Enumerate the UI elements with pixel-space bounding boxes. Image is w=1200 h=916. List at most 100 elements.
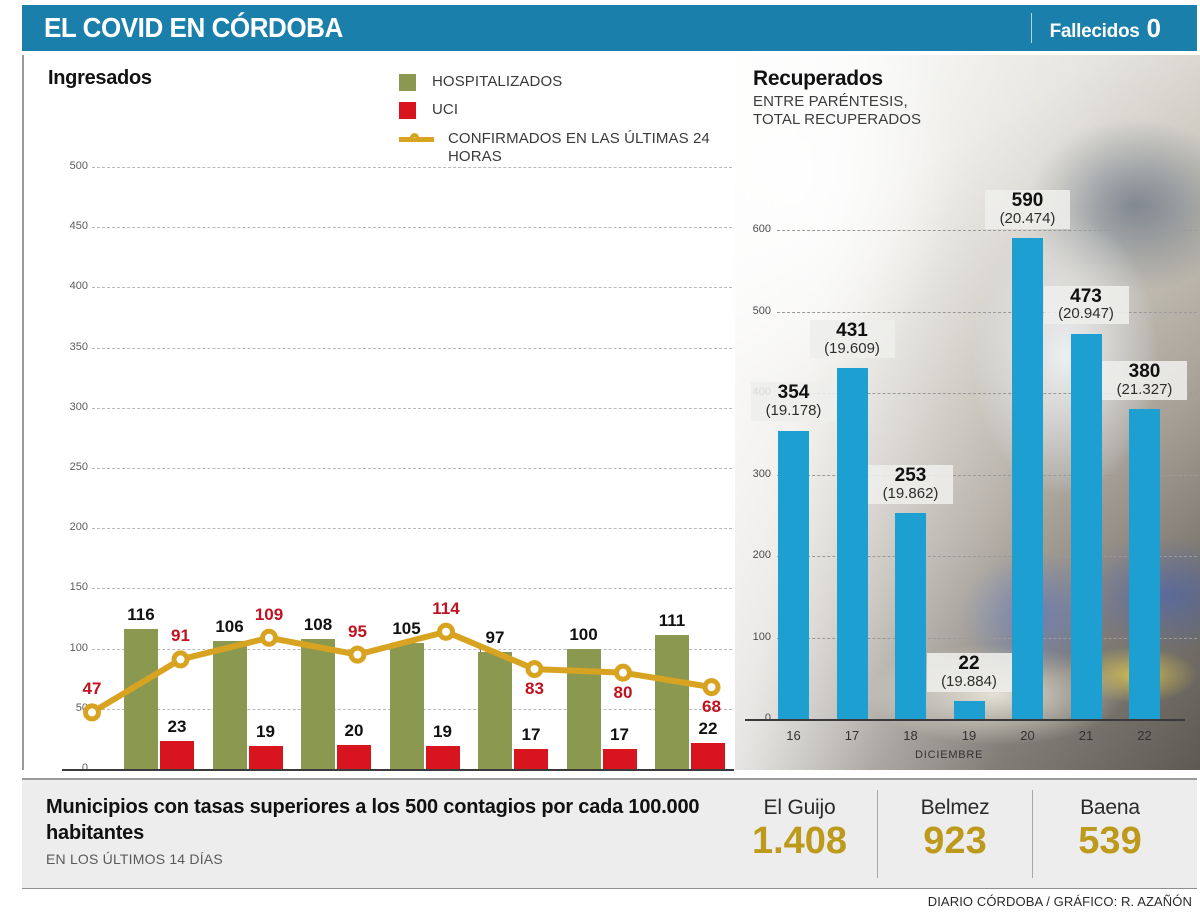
recuperados-total: (19.609) bbox=[824, 339, 880, 357]
municipality-rate: 923 bbox=[923, 820, 987, 862]
gridline bbox=[92, 588, 732, 590]
y-axis-tick: 50 bbox=[75, 701, 88, 714]
ingresados-chart: 0501001502002503003504004505001162316106… bbox=[24, 155, 746, 811]
y-axis-tick: 0 bbox=[764, 712, 771, 724]
uci-bar bbox=[514, 748, 548, 769]
recuperados-total: (19.884) bbox=[941, 673, 997, 690]
recuperados-bar bbox=[895, 512, 926, 719]
x-axis-label: 21 bbox=[1078, 728, 1094, 743]
y-axis-tick: 450 bbox=[69, 220, 88, 233]
x-axis-label: 20 bbox=[1020, 728, 1035, 743]
hospitalizados-value: 116 bbox=[127, 605, 155, 625]
confirmados-value: 68 bbox=[702, 697, 721, 717]
y-axis-tick: 300 bbox=[69, 400, 88, 413]
y-axis-tick: 200 bbox=[69, 521, 88, 534]
uci-value: 23 bbox=[167, 717, 187, 737]
recuperados-value: 22 bbox=[958, 653, 980, 675]
deaths-indicator: Fallecidos 0 bbox=[1030, 13, 1197, 43]
municipality-rate: 539 bbox=[1078, 820, 1142, 862]
page-title: EL COVID EN CÓRDOBA bbox=[44, 12, 343, 43]
ingresados-title: Ingresados bbox=[48, 67, 152, 89]
recuperados-label-group: 380 (21.327) bbox=[1102, 361, 1187, 401]
gridline bbox=[777, 311, 1197, 313]
hospitalizados-bar bbox=[389, 642, 424, 769]
uci-bar bbox=[337, 744, 371, 769]
legend-label: HOSPITALIZADOS bbox=[432, 73, 563, 90]
confirmados-value: 114 bbox=[432, 598, 460, 618]
y-axis-tick: 400 bbox=[69, 280, 88, 293]
y-axis-tick: 500 bbox=[69, 160, 88, 172]
municipality-name: El Guijo bbox=[763, 796, 836, 819]
hospitalizados-value: 97 bbox=[485, 628, 505, 648]
uci-value: 17 bbox=[521, 724, 541, 744]
ingresados-panel: Ingresados HOSPITALIZADOS UCI CONFIRMADO… bbox=[22, 55, 746, 811]
uci-value: 17 bbox=[610, 724, 629, 744]
recuperados-total: (20.947) bbox=[1058, 305, 1114, 323]
credit-divider bbox=[22, 888, 1197, 889]
header-bar: EL COVID EN CÓRDOBA Fallecidos 0 bbox=[22, 5, 1197, 51]
uci-bar bbox=[248, 746, 283, 769]
recuperados-value: 354 bbox=[777, 382, 810, 404]
y-axis-tick: 350 bbox=[69, 340, 88, 353]
gridline bbox=[777, 474, 1197, 476]
gridline bbox=[92, 287, 732, 289]
uci-value: 20 bbox=[344, 720, 364, 740]
gridline bbox=[92, 227, 732, 229]
uci-bar bbox=[602, 748, 637, 769]
footer-headline: Municipios con tasas superiores a los 50… bbox=[46, 796, 700, 844]
hospitalizados-bar bbox=[566, 648, 601, 769]
hospitalizados-bar bbox=[478, 652, 512, 769]
recuperados-label-group: 22 (19.884) bbox=[926, 653, 1012, 692]
municipality-stat: El Guijo 1.408 bbox=[722, 790, 877, 878]
y-axis-tick: 150 bbox=[69, 581, 88, 594]
y-axis-tick: 500 bbox=[752, 304, 771, 317]
deaths-label: Fallecidos bbox=[1049, 21, 1140, 42]
hospitalizados-bar bbox=[301, 638, 335, 769]
y-axis-tick: 600 bbox=[752, 223, 771, 235]
hospitalizados-bar bbox=[212, 641, 247, 769]
gridline bbox=[92, 407, 732, 409]
gridline bbox=[777, 637, 1197, 639]
confirmados-value: 109 bbox=[254, 604, 284, 624]
line-marker-icon bbox=[399, 131, 434, 148]
uci-bar bbox=[425, 746, 460, 769]
recuperados-total: (19.862) bbox=[882, 484, 939, 502]
legend-item-confirmados: CONFIRMADOS EN LAS ÚLTIMAS 24 HORAS bbox=[399, 130, 729, 167]
recuperados-subtitle: ENTRE PARÉNTESIS, TOTAL RECUPERADOS bbox=[753, 93, 921, 128]
red-square-icon bbox=[399, 102, 416, 120]
footer-subline: EN LOS ÚLTIMOS 14 DÍAS bbox=[46, 851, 223, 867]
recuperados-bar bbox=[836, 367, 868, 719]
recuperados-bar bbox=[1012, 238, 1043, 719]
municipality-stat: Belmez 923 bbox=[877, 790, 1032, 878]
legend-label: CONFIRMADOS EN LAS ÚLTIMAS 24 HORAS bbox=[448, 129, 710, 165]
footer-bar: Municipios con tasas superiores a los 50… bbox=[22, 778, 1197, 888]
ingresados-legend: HOSPITALIZADOS UCI CONFIRMADOS EN LAS ÚL… bbox=[399, 73, 729, 176]
y-axis-tick: 0 bbox=[81, 762, 88, 774]
recuperados-bar bbox=[1129, 409, 1160, 719]
confirmados-point bbox=[614, 663, 632, 682]
uci-value: 22 bbox=[698, 718, 718, 738]
recuperados-panel: Recuperados ENTRE PARÉNTESIS, TOTAL RECU… bbox=[735, 55, 1200, 770]
confirmados-value: 80 bbox=[613, 682, 633, 702]
y-axis-tick: 100 bbox=[752, 630, 771, 643]
recuperados-value: 473 bbox=[1070, 285, 1102, 307]
y-axis-tick: 100 bbox=[69, 641, 88, 654]
recuperados-bar bbox=[778, 430, 809, 719]
gridline bbox=[92, 528, 732, 530]
gridline bbox=[777, 230, 1197, 231]
municipality-name: Belmez bbox=[920, 796, 990, 819]
hospitalizados-value: 100 bbox=[569, 624, 598, 644]
municipality-rate: 1.408 bbox=[751, 820, 848, 862]
credit-line: DIARIO CÓRDOBA / GRÁFICO: R. AZAÑÓN bbox=[927, 894, 1192, 909]
recuperados-value: 380 bbox=[1128, 361, 1161, 383]
legend-item-hospitalizados: HOSPITALIZADOS bbox=[399, 73, 729, 91]
municipality-stat: Baena 539 bbox=[1032, 790, 1187, 878]
x-axis-label: 22 bbox=[1137, 728, 1152, 743]
green-square-icon bbox=[399, 74, 416, 91]
x-axis-label: 16 bbox=[786, 728, 801, 743]
uci-value: 19 bbox=[256, 722, 275, 742]
recuperados-subtitle-line1: ENTRE PARÉNTESIS, bbox=[753, 93, 908, 110]
x-axis-label: 19 bbox=[961, 728, 977, 743]
uci-bar bbox=[691, 742, 725, 769]
